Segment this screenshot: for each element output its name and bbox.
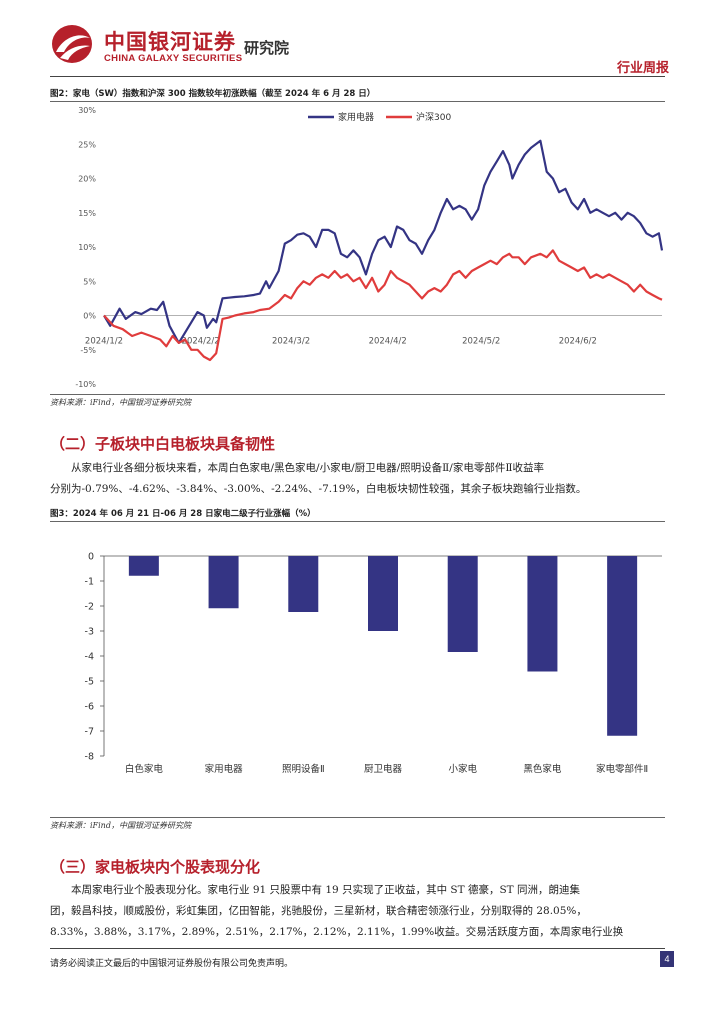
galaxy-logo-icon	[52, 25, 92, 63]
x-category-label: 厨卫电器	[364, 763, 403, 775]
figure2-top-rule	[50, 101, 665, 102]
section3-line-1: 本周家电行业个股表现分化。家电行业 91 只股票中有 19 只实现了正收益，其中…	[71, 884, 580, 896]
figure3-source: 资料来源：iFind，中国银河证券研究院	[50, 821, 191, 830]
legend-label: 家用电器	[338, 111, 374, 123]
figure3-top-rule	[50, 521, 665, 522]
section3-heading: （三）家电板块内个股表现分化	[50, 858, 261, 876]
y-tick-label: 20%	[78, 175, 96, 184]
figure2-bottom-rule	[50, 394, 665, 395]
x-tick-label: 2024/2/2	[182, 337, 220, 347]
logo-english-name: CHINA GALAXY SECURITIES	[104, 53, 243, 64]
section2-line-1: 从家电行业各细分板块来看，本周白色家电/黑色家电/小家电/厨卫电器/照明设备Ⅱ/…	[71, 462, 544, 474]
footer-disclaimer: 请务必阅读正文最后的中国银河证券股份有限公司免责声明。	[50, 959, 294, 969]
page-number: 4	[660, 951, 674, 967]
y-tick-label: -3	[85, 627, 94, 638]
y-tick-label: -8	[85, 752, 94, 763]
bar-0	[128, 556, 159, 576]
x-category-label: 白色家电	[125, 763, 164, 775]
bar-2	[288, 556, 319, 612]
y-tick-label: -10%	[75, 380, 96, 389]
y-tick-label: 25%	[78, 140, 96, 149]
y-tick-label: 10%	[78, 243, 96, 252]
figure2-source: 资料来源：iFind，中国银河证券研究院	[50, 398, 191, 407]
legend-label: 沪深300	[416, 111, 451, 123]
x-category-label: 家电零部件Ⅱ	[596, 763, 648, 775]
figure3-title: 图3：2024 年 06 月 21 日-06 月 28 日家电二级子行业涨幅（%…	[50, 509, 316, 519]
figure2-title: 图2：家电（SW）指数和沪深 300 指数较年初涨跌幅（截至 2024 年 6 …	[50, 89, 376, 99]
section3-line-2: 团，毅昌科技，顺威股份，彩虹集团，亿田智能，兆驰股份，三星新材，联合精密领涨行业…	[50, 905, 587, 917]
section2-line-2: 分别为-0.79%、-4.62%、-3.84%、-3.00%、-2.24%、-7…	[50, 483, 587, 495]
logo-institute-label: 研究院	[244, 39, 290, 57]
section2-heading: （二）子板块中白电板块具备韧性	[50, 435, 276, 453]
series-line-csi300	[103, 249, 663, 362]
y-tick-label: -2	[85, 602, 94, 613]
bar-chart: 0 -1 -2 -3 -4 -5 -6 -7 -8 白色家电 家用电器 照明设备Ⅱ 厨卫电器 小家电 黑色家…	[85, 552, 662, 775]
y-tick-label: 0	[88, 552, 94, 563]
x-tick-label: 2024/3/2	[272, 337, 310, 347]
y-tick-label: 0%	[83, 312, 96, 321]
x-tick-label: 2024/6/2	[559, 337, 597, 347]
line-chart: 30% 25% 20% 15% 10% 5% 0% -5% -10% 2024/1/2 2024/2…	[75, 106, 664, 389]
footer-divider	[50, 948, 665, 949]
x-category-label: 小家电	[448, 763, 477, 775]
y-tick-label: -1	[85, 577, 94, 588]
series-line-home-appliance	[103, 139, 664, 344]
x-category-label: 照明设备Ⅱ	[282, 763, 325, 775]
x-tick-label: 2024/1/2	[85, 337, 123, 347]
bar-4	[447, 556, 478, 652]
x-category-label: 家用电器	[205, 763, 244, 775]
section3-line-3: 8.33%，3.88%，3.17%，2.89%，2.51%，2.17%，2.12…	[50, 926, 624, 938]
bar-1	[208, 556, 239, 609]
y-tick-label: -6	[85, 702, 94, 713]
section3-paragraph: 本周家电行业个股表现分化。家电行业 91 只股票中有 19 只实现了正收益，其中…	[50, 880, 665, 943]
bar-5	[527, 556, 558, 672]
figure3-bottom-rule	[50, 817, 665, 818]
x-tick-label: 2024/4/2	[369, 337, 407, 347]
logo-chinese-name: 中国银河证券	[104, 30, 236, 54]
y-tick-label: -7	[85, 727, 94, 738]
report-type-label: 行业周报	[616, 61, 669, 76]
y-tick-label: 30%	[78, 106, 96, 115]
y-tick-label: 15%	[78, 209, 96, 218]
y-tick-label: -5%	[80, 346, 96, 355]
y-tick-label: -5	[85, 677, 94, 688]
y-tick-label: -4	[85, 652, 94, 663]
x-category-label: 黑色家电	[523, 763, 562, 775]
y-tick-label: 5%	[83, 277, 96, 286]
section2-paragraph: 从家电行业各细分板块来看，本周白色家电/黑色家电/小家电/厨卫电器/照明设备Ⅱ/…	[50, 458, 665, 500]
bar-6	[607, 556, 638, 736]
header-divider	[50, 76, 665, 77]
bar-3	[368, 556, 398, 631]
x-tick-label: 2024/5/2	[462, 337, 500, 347]
